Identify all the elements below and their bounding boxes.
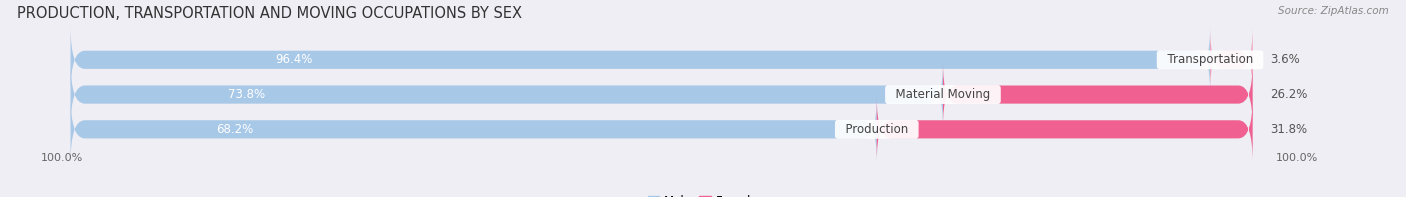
FancyBboxPatch shape <box>70 27 1253 92</box>
FancyBboxPatch shape <box>70 27 1211 92</box>
Text: 31.8%: 31.8% <box>1271 123 1308 136</box>
FancyBboxPatch shape <box>877 97 1253 162</box>
FancyBboxPatch shape <box>70 62 1253 127</box>
Text: PRODUCTION, TRANSPORTATION AND MOVING OCCUPATIONS BY SEX: PRODUCTION, TRANSPORTATION AND MOVING OC… <box>17 6 522 21</box>
Text: 68.2%: 68.2% <box>215 123 253 136</box>
Text: Production: Production <box>838 123 915 136</box>
Text: 26.2%: 26.2% <box>1271 88 1308 101</box>
FancyBboxPatch shape <box>70 97 1253 162</box>
FancyBboxPatch shape <box>1211 27 1253 92</box>
Text: Source: ZipAtlas.com: Source: ZipAtlas.com <box>1278 6 1389 16</box>
FancyBboxPatch shape <box>70 62 943 127</box>
Legend: Male, Female: Male, Female <box>643 190 763 197</box>
Text: Transportation: Transportation <box>1160 53 1260 66</box>
Text: 96.4%: 96.4% <box>276 53 314 66</box>
Text: 100.0%: 100.0% <box>41 153 83 163</box>
Text: 3.6%: 3.6% <box>1271 53 1301 66</box>
Text: Material Moving: Material Moving <box>889 88 998 101</box>
FancyBboxPatch shape <box>70 97 877 162</box>
FancyBboxPatch shape <box>943 62 1253 127</box>
Text: 100.0%: 100.0% <box>1277 153 1319 163</box>
Text: 73.8%: 73.8% <box>228 88 264 101</box>
